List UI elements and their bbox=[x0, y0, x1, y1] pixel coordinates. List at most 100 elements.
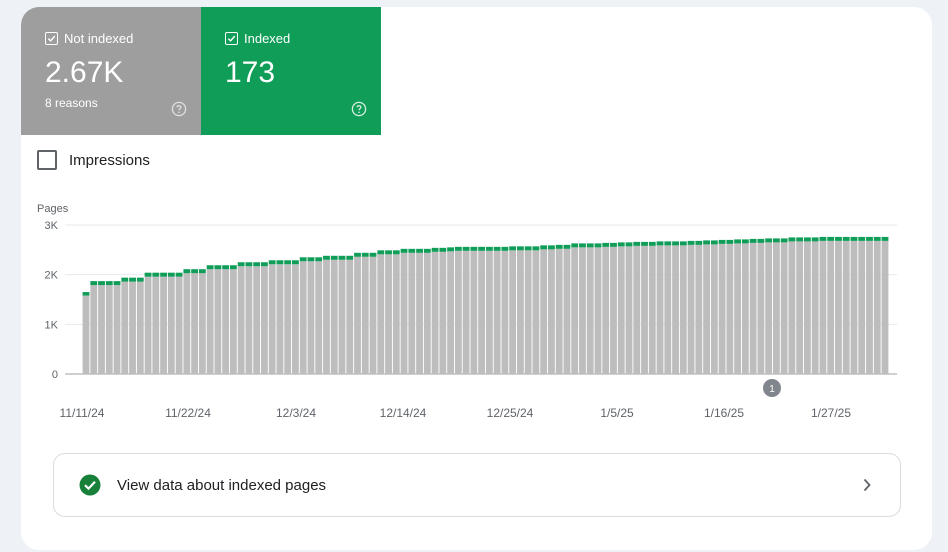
bar-indexed bbox=[214, 265, 222, 270]
bar-not-indexed bbox=[307, 261, 315, 374]
bar-not-indexed bbox=[687, 244, 695, 374]
bar-indexed bbox=[307, 257, 315, 262]
bar-indexed bbox=[811, 237, 819, 242]
bar-indexed bbox=[261, 262, 268, 267]
not-indexed-tile[interactable]: Not indexed 2.67K 8 reasons bbox=[21, 7, 201, 135]
bar-indexed bbox=[679, 241, 687, 246]
bar-not-indexed bbox=[183, 273, 191, 374]
bar-indexed bbox=[129, 277, 136, 282]
bar-not-indexed bbox=[850, 240, 858, 374]
impressions-toggle[interactable]: Impressions bbox=[37, 150, 150, 170]
bar-indexed bbox=[594, 243, 602, 248]
bar-not-indexed bbox=[478, 250, 486, 374]
impressions-checkbox[interactable] bbox=[37, 150, 57, 170]
bar-not-indexed bbox=[656, 245, 664, 374]
bar-not-indexed bbox=[470, 250, 478, 374]
bar-indexed bbox=[586, 243, 594, 248]
bar-not-indexed bbox=[369, 256, 377, 374]
bar-not-indexed bbox=[866, 240, 873, 374]
checkbox-checked-icon[interactable] bbox=[45, 32, 58, 45]
bar-not-indexed bbox=[555, 248, 563, 374]
bar-not-indexed bbox=[284, 264, 292, 374]
bar-indexed bbox=[718, 239, 726, 244]
bar-not-indexed bbox=[253, 266, 261, 374]
bar-indexed bbox=[804, 237, 811, 242]
bar-indexed bbox=[175, 272, 183, 277]
bar-indexed bbox=[656, 241, 664, 246]
bar-indexed bbox=[276, 260, 284, 265]
bar-indexed bbox=[672, 241, 679, 246]
bar-not-indexed bbox=[385, 254, 392, 374]
bar-not-indexed bbox=[431, 251, 439, 374]
bar-not-indexed bbox=[734, 243, 742, 374]
bar-not-indexed bbox=[392, 254, 400, 374]
bar-indexed bbox=[850, 236, 858, 241]
bar-not-indexed bbox=[710, 244, 718, 374]
bar-indexed bbox=[563, 244, 571, 249]
view-indexed-pages-link[interactable]: View data about indexed pages bbox=[53, 453, 901, 517]
bar-not-indexed bbox=[672, 245, 679, 374]
bar-indexed bbox=[509, 246, 517, 251]
help-icon[interactable] bbox=[351, 101, 367, 122]
bar-indexed bbox=[299, 257, 307, 262]
bar-not-indexed bbox=[571, 247, 579, 374]
bar-indexed bbox=[400, 248, 408, 253]
bar-indexed bbox=[292, 260, 299, 265]
bar-not-indexed bbox=[129, 281, 136, 374]
bar-not-indexed bbox=[105, 285, 113, 374]
bar-indexed bbox=[493, 246, 501, 251]
bar-indexed bbox=[741, 239, 749, 244]
help-icon[interactable] bbox=[171, 101, 187, 122]
bar-indexed bbox=[726, 239, 734, 244]
bar-not-indexed bbox=[835, 240, 842, 374]
summary-tiles: Not indexed 2.67K 8 reasons Indexed 173 bbox=[21, 7, 381, 135]
bar-not-indexed bbox=[617, 246, 625, 374]
y-tick-label: 1K bbox=[45, 319, 59, 331]
bar-not-indexed bbox=[524, 250, 532, 374]
bar-indexed bbox=[354, 252, 361, 257]
view-indexed-pages-label: View data about indexed pages bbox=[117, 476, 327, 494]
bar-not-indexed bbox=[765, 242, 773, 374]
bar-indexed bbox=[516, 246, 524, 251]
bar-indexed bbox=[703, 240, 710, 245]
bar-not-indexed bbox=[749, 242, 757, 374]
bar-indexed bbox=[416, 248, 423, 253]
bar-not-indexed bbox=[229, 269, 237, 374]
bar-not-indexed bbox=[222, 269, 230, 374]
bar-indexed bbox=[121, 277, 129, 282]
bar-indexed bbox=[540, 245, 548, 250]
bar-not-indexed bbox=[780, 242, 788, 374]
y-axis-title: Pages bbox=[37, 203, 69, 215]
not-indexed-tile-header: Not indexed bbox=[45, 31, 133, 46]
bar-not-indexed bbox=[423, 252, 431, 374]
bar-indexed bbox=[82, 292, 90, 296]
bar-indexed bbox=[245, 262, 253, 267]
bar-indexed bbox=[113, 281, 121, 286]
bar-not-indexed bbox=[338, 259, 346, 374]
bar-indexed bbox=[90, 281, 98, 286]
bar-not-indexed bbox=[361, 256, 369, 374]
bar-not-indexed bbox=[276, 264, 284, 374]
bar-indexed bbox=[641, 241, 648, 246]
bar-indexed bbox=[98, 281, 105, 286]
bar-not-indexed bbox=[509, 250, 517, 374]
checkbox-checked-icon[interactable] bbox=[225, 32, 238, 45]
bar-indexed bbox=[144, 272, 152, 277]
bar-not-indexed bbox=[462, 250, 470, 374]
bar-not-indexed bbox=[881, 240, 889, 374]
bar-indexed bbox=[788, 237, 796, 242]
bar-not-indexed bbox=[439, 251, 447, 374]
bar-not-indexed bbox=[98, 285, 105, 374]
bar-indexed bbox=[392, 250, 400, 255]
bar-indexed bbox=[555, 244, 563, 249]
bar-not-indexed bbox=[718, 243, 726, 374]
indexed-tile[interactable]: Indexed 173 bbox=[201, 7, 381, 135]
bar-indexed bbox=[478, 246, 486, 251]
bar-not-indexed bbox=[330, 259, 338, 374]
bar-not-indexed bbox=[121, 281, 129, 374]
bar-not-indexed bbox=[796, 241, 804, 374]
bar-indexed bbox=[237, 262, 245, 267]
bar-not-indexed bbox=[695, 244, 703, 374]
bar-indexed bbox=[454, 246, 462, 251]
bar-not-indexed bbox=[804, 241, 811, 374]
